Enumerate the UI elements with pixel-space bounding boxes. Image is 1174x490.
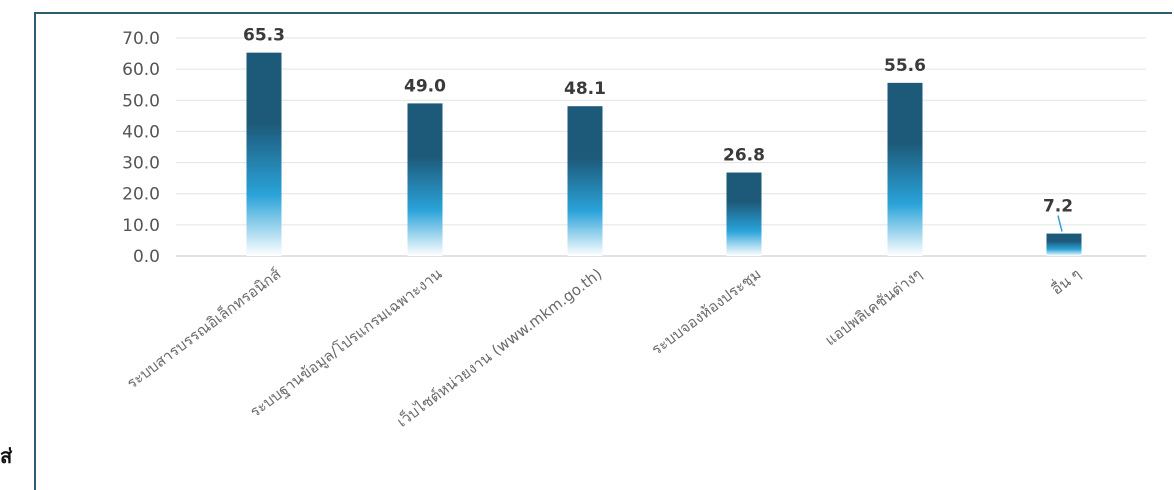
y-tick-label: 40.0 [122,122,160,142]
x-tick-label: แอปพลิเคชันต่างๆ [822,265,926,349]
chart-frame [34,12,1172,490]
gridlines [176,37,1146,257]
data-label: 7.2 [1043,197,1073,217]
bar [407,103,443,257]
bar [246,52,282,256]
y-axis-ticks: 0.0 10.0 20.0 30.0 40.0 50.0 60.0 70.0 [122,29,160,267]
x-tick-label: ระบบฐานข้อมูล/โปรแกรมเฉพาะงาน [246,265,445,421]
y-tick-label: 50.0 [122,91,160,111]
data-label: 65.3 [243,26,285,46]
data-label: 48.1 [564,79,606,99]
x-tick-label: ระบบสารบรรณอิเล็กทรอนิกส์ [123,264,285,392]
data-label: 49.0 [404,76,446,96]
cut-off-text: ส่ [0,444,13,468]
y-tick-label: 0.0 [133,247,160,267]
y-tick-label: 10.0 [122,216,160,236]
y-tick-label: 70.0 [122,29,160,49]
bar [1046,233,1082,256]
x-tick-label: ระบบจองห้องประชุม [648,265,765,360]
category-labels: ระบบสารบรรณอิเล็กทรอนิกส์ระบบฐานข้อมูล/โ… [123,263,1085,431]
leader-line [1057,215,1063,232]
bars [246,52,1082,257]
bar [567,106,603,257]
data-labels: 65.3 49.0 48.1 26.8 55.6 7.2 [243,26,1073,232]
y-tick-label: 30.0 [122,154,160,174]
x-tick-label: อื่น ๆ [1047,263,1085,298]
y-tick-label: 60.0 [122,60,160,80]
data-label: 26.8 [723,146,765,166]
y-tick-label: 20.0 [122,185,160,205]
data-label: 55.6 [884,56,926,76]
bar [887,82,923,257]
bar [726,172,762,256]
